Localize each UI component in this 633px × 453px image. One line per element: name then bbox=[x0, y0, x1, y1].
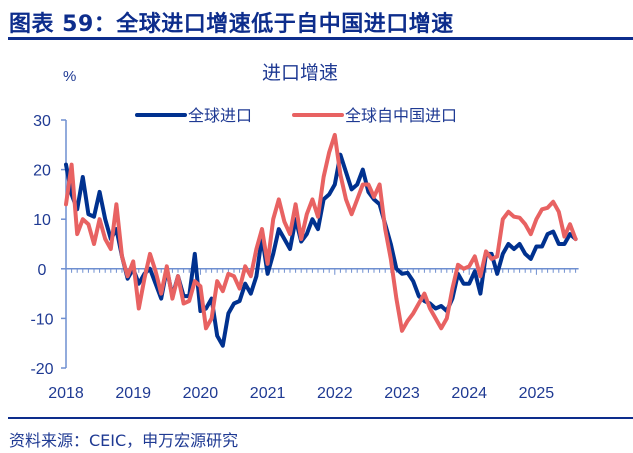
y-tick-label: -10 bbox=[30, 311, 53, 328]
figure-title: 图表 59：全球进口增速低于自中国进口增速 bbox=[9, 12, 454, 37]
x-tick-label: 2020 bbox=[183, 385, 219, 402]
legend-label-global: 全球进口 bbox=[188, 107, 252, 125]
y-tick-label: 0 bbox=[38, 262, 47, 279]
source-note: 资料来源：CEIC，申万宏源研究 bbox=[9, 431, 239, 450]
title-divider bbox=[8, 37, 633, 40]
x-tick-label: 2023 bbox=[384, 385, 420, 402]
x-tick-label: 2018 bbox=[48, 385, 84, 402]
chart-title: 进口增速 bbox=[262, 62, 338, 84]
x-tick-label: 2025 bbox=[519, 385, 555, 402]
y-tick-label: -20 bbox=[30, 361, 53, 378]
y-tick-label: 30 bbox=[33, 113, 51, 130]
x-tick-label: 2019 bbox=[115, 385, 151, 402]
series-line-global-imports bbox=[64, 152, 578, 348]
series-line-global-imports-from-china bbox=[64, 132, 578, 333]
y-axis-unit: % bbox=[63, 68, 76, 85]
x-tick-label: 2022 bbox=[317, 385, 353, 402]
x-tick-label: 2024 bbox=[451, 385, 487, 402]
source-divider bbox=[8, 417, 633, 419]
y-tick-label: 10 bbox=[33, 212, 51, 229]
legend: 全球进口 全球自中国进口 bbox=[135, 107, 457, 125]
legend-label-china: 全球自中国进口 bbox=[345, 107, 457, 125]
x-tick-label: 2021 bbox=[250, 385, 286, 402]
y-tick-label: 20 bbox=[33, 163, 51, 180]
